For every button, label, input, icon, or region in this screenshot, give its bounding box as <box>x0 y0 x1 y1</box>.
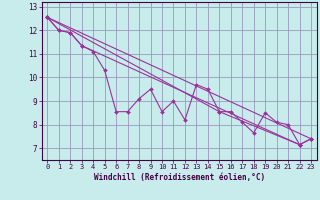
X-axis label: Windchill (Refroidissement éolien,°C): Windchill (Refroidissement éolien,°C) <box>94 173 265 182</box>
